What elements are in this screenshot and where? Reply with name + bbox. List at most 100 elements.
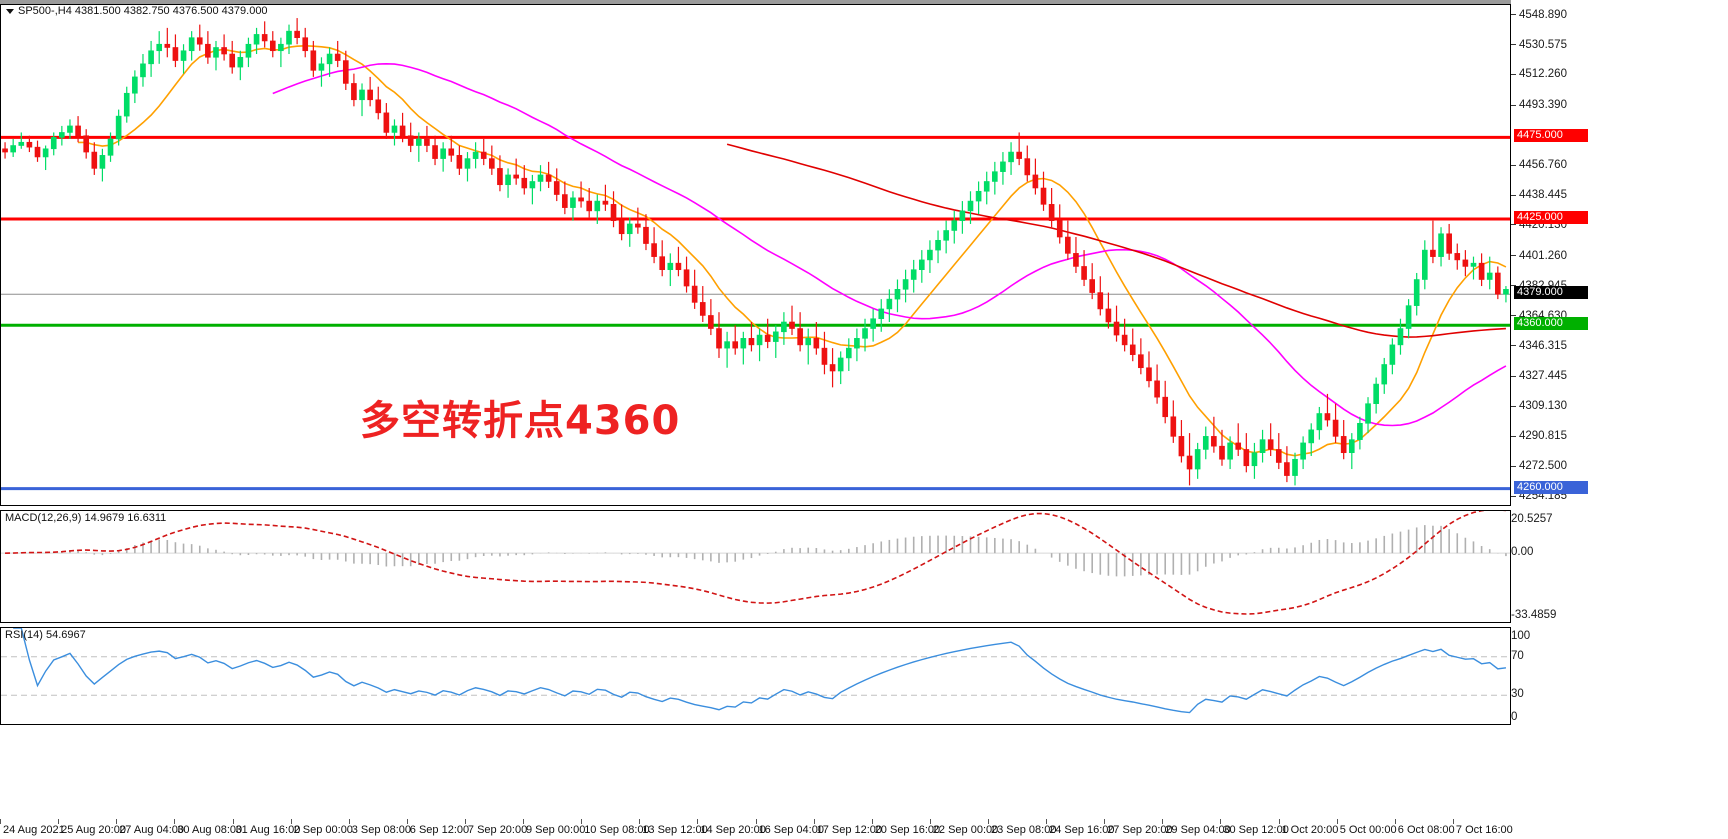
time-axis-label: 22 Sep 00:00 <box>932 824 999 836</box>
caret-down-icon[interactable] <box>6 8 14 14</box>
axis-tick-label: 20.5257 <box>1511 513 1553 525</box>
axis-tick-label: 4512.260 <box>1519 68 1567 81</box>
time-axis-label: 31 Aug 16:00 <box>235 824 301 836</box>
time-axis-tick <box>0 819 1 824</box>
axis-tick-label: 4346.315 <box>1519 339 1567 352</box>
axis-tick-label: 4382.945 <box>1519 280 1567 292</box>
axis-tick-label: 4456.760 <box>1519 159 1567 172</box>
price-level-badge[interactable]: 4260.000 <box>1514 480 1588 494</box>
time-axis-label: 2 Sep 00:00 <box>293 824 353 836</box>
price-level-badge[interactable]: 4379.000 <box>1514 286 1588 300</box>
axis-tick: 4254.185 <box>1511 490 1567 503</box>
axis-tick-label: 4438.445 <box>1519 189 1567 202</box>
axis-tick-label: 4272.500 <box>1519 460 1567 473</box>
time-axis-tick <box>755 819 757 824</box>
time-axis-tick <box>1452 819 1454 824</box>
time-axis-label: 16 Sep 04:00 <box>758 824 824 836</box>
time-axis-label: 27 Sep 20:00 <box>1107 824 1173 836</box>
rsi-axis-tick: 0 <box>1511 711 1518 724</box>
axis-tick: 4530.575 <box>1511 38 1567 52</box>
time-axis-tick <box>988 819 989 824</box>
axis-tick: 4438.445 <box>1511 189 1567 202</box>
time-axis-tick <box>1162 819 1164 824</box>
axis-tick: 4309.130 <box>1511 401 1567 413</box>
rsi-axis-tick: 70 <box>1511 650 1524 663</box>
time-axis-tick <box>581 819 583 824</box>
axis-tick-label: 4420.130 <box>1519 219 1567 231</box>
time-axis-label: 7 Oct 16:00 <box>1455 824 1513 836</box>
window-top-bar <box>0 0 1728 4</box>
axis-tick-label: 0 <box>1511 711 1518 723</box>
macd-axis-tick: -33.4859 <box>1511 609 1556 622</box>
rsi-axis-tick: 30 <box>1511 688 1524 701</box>
axis-tick: 4512.260 <box>1511 69 1567 81</box>
macd-axis-tick: 20.5257 <box>1511 513 1553 526</box>
price-chart-canvas[interactable] <box>1 5 1510 505</box>
axis-tick-label: 4309.130 <box>1519 400 1567 413</box>
axis-tick: 4346.315 <box>1511 339 1567 353</box>
time-axis-tick <box>523 819 524 824</box>
time-axis: 24 Aug 2021 25 Aug 20:00 27 Aug 04:00 30 Au… <box>0 819 1728 839</box>
time-axis-tick <box>348 819 350 824</box>
time-axis-label: 27 Aug 04:00 <box>119 824 185 836</box>
time-axis-label: 24 Sep 16:00 <box>1049 824 1115 836</box>
time-axis-label: 6 Sep 12:00 <box>409 824 470 836</box>
time-axis-label: 10 Sep 08:00 <box>584 824 650 836</box>
time-axis-tick <box>290 819 292 824</box>
axis-tick-label: 4254.185 <box>1519 490 1567 503</box>
macd-canvas[interactable] <box>1 511 1510 622</box>
time-axis-label: 30 Sep 12:00 <box>1223 824 1289 836</box>
time-axis-tick <box>406 819 408 824</box>
time-axis-label: 24 Aug 2021 <box>3 824 65 836</box>
time-axis-label: 30 Aug 08:00 <box>177 824 243 836</box>
time-axis-tick <box>697 819 699 824</box>
axis-tick: 4548.890 <box>1511 9 1567 22</box>
price-chart-pane[interactable] <box>0 4 1511 506</box>
time-axis-tick <box>174 819 176 824</box>
axis-tick-label: 4364.630 <box>1519 309 1567 322</box>
chart-annotation: 多空转折点4360 <box>360 398 681 444</box>
time-axis-label: 20 Sep 16:00 <box>874 824 941 836</box>
axis-tick-label: 4493.390 <box>1519 99 1567 112</box>
time-axis-tick <box>232 819 234 824</box>
time-axis-tick <box>58 819 60 824</box>
time-axis-label: 23 Sep 08:00 <box>991 824 1057 836</box>
time-axis-tick <box>813 819 815 824</box>
time-axis-label: 6 Oct 08:00 <box>1397 824 1455 836</box>
time-axis-tick <box>929 819 931 824</box>
axis-tick: 4290.815 <box>1511 431 1567 443</box>
time-axis-tick <box>1394 819 1396 824</box>
time-axis-label: 1 Oct 20:00 <box>1281 824 1339 836</box>
time-axis-label: 5 Oct 00:00 <box>1339 824 1397 836</box>
time-axis-label: 25 Aug 20:00 <box>61 824 126 836</box>
axis-tick-label: 0.00 <box>1511 546 1534 559</box>
price-level-badge[interactable]: 4475.000 <box>1514 129 1588 143</box>
time-axis-tick <box>116 819 118 824</box>
axis-tick-label: 100 <box>1511 630 1531 642</box>
axis-tick-label: 4290.815 <box>1519 430 1567 443</box>
time-axis-tick <box>464 819 466 824</box>
price-level-badge[interactable]: 4360.000 <box>1514 317 1588 331</box>
price-axis-column[interactable]: 4548.890 4530.575 4512.260 4493.390 4456.760… <box>1511 0 1728 839</box>
axis-tick: 4493.390 <box>1511 100 1567 112</box>
rsi-canvas[interactable] <box>1 628 1510 724</box>
time-axis-tick <box>1278 819 1280 824</box>
time-axis-tick <box>1046 819 1048 824</box>
price-level-badge[interactable]: 4425.000 <box>1514 211 1588 225</box>
axis-tick-label: 30 <box>1511 688 1524 701</box>
time-axis-tick <box>1336 819 1338 824</box>
macd-label: MACD(12,26,9) 14.9679 16.6311 <box>5 512 167 524</box>
time-axis-label: 13 Sep 12:00 <box>642 824 708 836</box>
chart-header-text: SP500-,H4 4381.500 4382.750 4376.500 437… <box>18 5 268 17</box>
time-axis-tick <box>871 819 873 824</box>
rsi-pane[interactable] <box>0 627 1511 725</box>
axis-tick: 4382.945 <box>1511 280 1567 293</box>
time-axis-label: 7 Sep 20:00 <box>467 824 528 836</box>
chart-header: SP500-,H4 4381.500 4382.750 4376.500 437… <box>6 6 268 17</box>
axis-tick-label: 4530.575 <box>1519 38 1567 51</box>
time-axis-label: 9 Sep 00:00 <box>526 824 586 836</box>
axis-tick-label: 4401.260 <box>1519 249 1567 262</box>
macd-pane[interactable] <box>0 510 1511 623</box>
axis-tick: 4456.760 <box>1511 159 1567 172</box>
